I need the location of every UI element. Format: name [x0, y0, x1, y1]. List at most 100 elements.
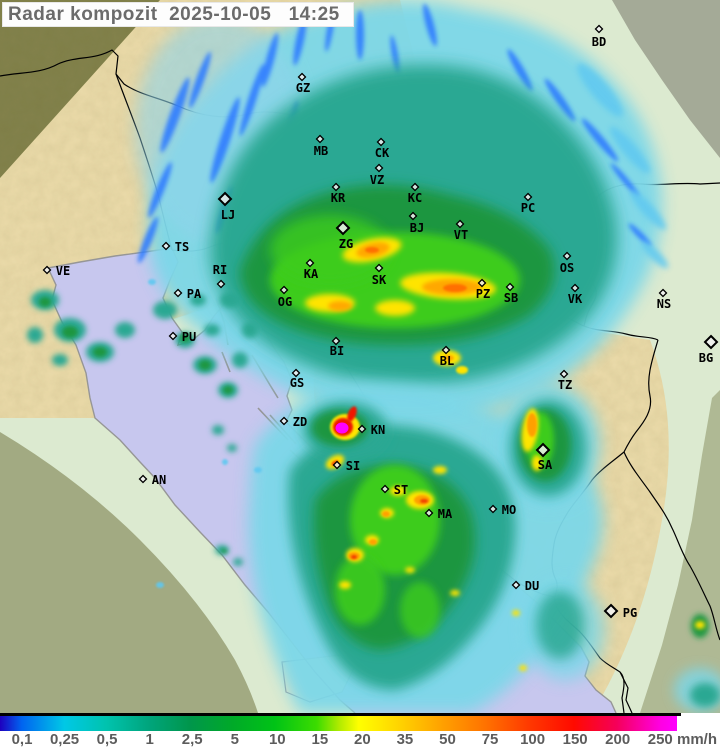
city-marker-CK: [376, 137, 386, 147]
city-markers: GZ BD MB CK VZ LJ KR KC PC TS BJ ZG VT VE KA RI OS SK PA OG…: [42, 24, 719, 620]
city-marker-SI: [332, 460, 342, 470]
city-label-MB: MB: [314, 144, 328, 158]
city-marker-VZ: [374, 163, 384, 173]
city-marker-KA: [305, 258, 315, 268]
precipitation-echoes: [27, 1, 720, 713]
legend-label: 5: [230, 731, 239, 748]
city-marker-SB: [505, 282, 515, 292]
city-marker-PA: [173, 288, 183, 298]
city-marker-DU: [511, 580, 521, 590]
legend-label: 10: [268, 731, 286, 748]
city-marker-OG: [279, 285, 289, 295]
city-label-KC: KC: [408, 191, 422, 205]
city-label-TS: TS: [175, 240, 189, 254]
city-marker-ST: [380, 484, 390, 494]
legend-label: 15: [311, 731, 329, 748]
city-marker-LJ: [217, 191, 233, 207]
city-marker-KN: [357, 424, 367, 434]
city-label-GS: GS: [290, 376, 304, 390]
city-label-TZ: TZ: [558, 378, 572, 392]
city-marker-RI: [216, 279, 226, 289]
city-marker-PC: [523, 192, 533, 202]
city-label-PG: PG: [623, 606, 637, 620]
radar-map-svg: GZ BD MB CK VZ LJ KR KC PC TS BJ ZG VT VE KA RI OS SK PA OG…: [0, 0, 720, 713]
city-label-RI: RI: [213, 263, 227, 277]
city-label-MA: MA: [438, 507, 453, 521]
legend-label: 1: [145, 731, 154, 748]
city-label-SA: SA: [538, 458, 553, 472]
city-marker-OS: [562, 251, 572, 261]
city-label-VT: VT: [454, 228, 468, 242]
legend-label: 2,5: [181, 731, 203, 748]
city-label-ZD: ZD: [293, 415, 307, 429]
city-marker-VE: [42, 265, 52, 275]
city-label-BD: BD: [592, 35, 606, 49]
city-label-PC: PC: [521, 201, 535, 215]
city-label-OG: OG: [278, 295, 292, 309]
legend-label: 0,1: [11, 731, 33, 748]
city-label-OS: OS: [560, 261, 574, 275]
city-marker-VT: [455, 219, 465, 229]
legend: 0,1 0,25 0,5 1 2,5 5 10 15 20 35 50 75 100 150 200 250 m…: [0, 713, 720, 751]
city-label-PZ: PZ: [476, 287, 490, 301]
title-text: Radar kompozit 2025-10-05 14:25: [8, 3, 340, 25]
city-marker-BJ: [408, 211, 418, 221]
city-label-DU: DU: [525, 579, 539, 593]
city-marker-SA: [535, 442, 551, 458]
city-label-MO: MO: [502, 503, 516, 517]
city-marker-KR: [331, 182, 341, 192]
out-of-range-southwest: [0, 432, 258, 713]
city-label-VZ: VZ: [370, 173, 384, 187]
city-marker-BL: [441, 345, 451, 355]
city-marker-ZD: [279, 416, 289, 426]
city-label-ST: ST: [394, 483, 408, 497]
city-marker-MO: [488, 504, 498, 514]
city-marker-KC: [410, 182, 420, 192]
city-marker-BG: [703, 334, 719, 350]
city-label-BL: BL: [440, 354, 454, 368]
city-label-SB: SB: [504, 291, 518, 305]
city-label-PA: PA: [187, 287, 202, 301]
city-marker-TS: [161, 241, 171, 251]
title-bar: Radar kompozit 2025-10-05 14:25: [2, 2, 354, 27]
city-marker-GZ: [297, 72, 307, 82]
city-marker-TZ: [559, 369, 569, 379]
city-label-SI: SI: [346, 459, 360, 473]
legend-label: 75: [481, 731, 499, 748]
city-label-AN: AN: [152, 473, 166, 487]
legend-label: 150: [562, 731, 588, 748]
legend-label: 20: [354, 731, 371, 748]
city-label-NS: NS: [657, 297, 671, 311]
city-marker-GS: [291, 368, 301, 378]
legend-label: 50: [439, 731, 456, 748]
legend-scale-labels: 0,1 0,25 0,5 1 2,5 5 10 15 20 35 50 75 100 150 200 250 m…: [0, 731, 720, 751]
city-marker-NS: [658, 288, 668, 298]
legend-label: 100: [520, 731, 546, 748]
city-label-PU: PU: [182, 330, 196, 344]
legend-label: 200: [605, 731, 631, 748]
city-label-KA: KA: [304, 267, 319, 281]
out-of-range-northeast: [612, 0, 720, 158]
city-label-BJ: BJ: [410, 221, 424, 235]
city-marker-ZG: [335, 220, 351, 236]
city-marker-SK: [374, 263, 384, 273]
city-label-KN: KN: [371, 423, 385, 437]
city-label-VK: VK: [568, 292, 583, 306]
legend-colorbar: [0, 716, 677, 731]
legend-label: 250: [647, 731, 673, 748]
city-label-CK: CK: [375, 146, 390, 160]
city-label-KR: KR: [331, 191, 346, 205]
legend-label: 0,5: [96, 731, 118, 748]
legend-label: 35: [396, 731, 414, 748]
city-label-BG: BG: [699, 351, 713, 365]
city-marker-VK: [570, 283, 580, 293]
city-marker-BD: [594, 24, 604, 34]
legend-label: 0,25: [49, 731, 80, 748]
city-marker-BI: [331, 336, 341, 346]
city-marker-MA: [424, 508, 434, 518]
city-marker-PU: [168, 331, 178, 341]
city-label-ZG: ZG: [339, 237, 353, 251]
city-label-SK: SK: [372, 273, 387, 287]
city-label-GZ: GZ: [296, 81, 310, 95]
